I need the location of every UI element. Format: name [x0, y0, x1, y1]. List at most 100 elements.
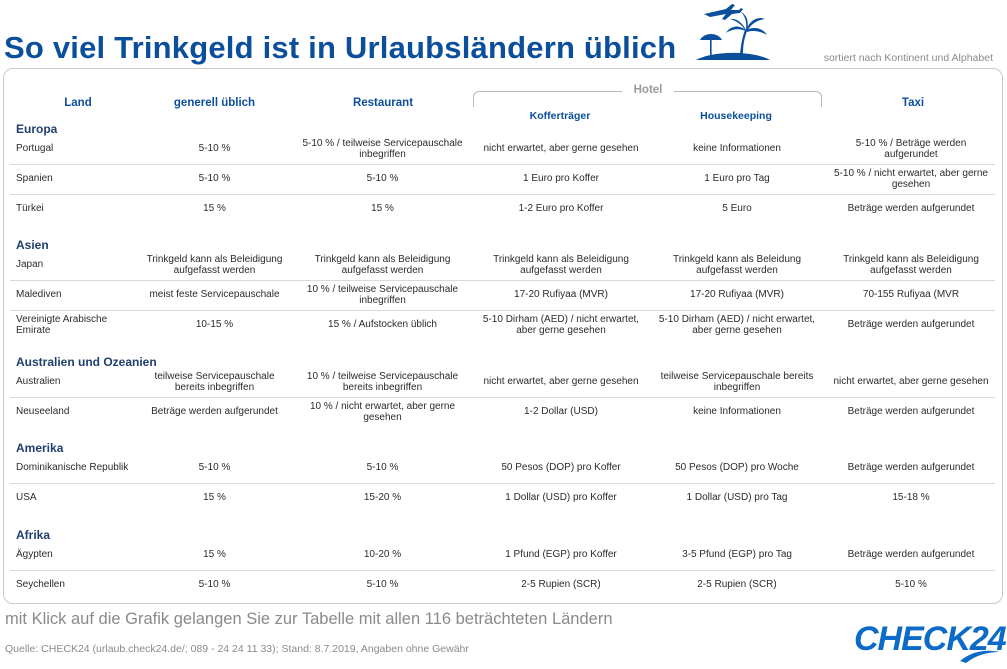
- table-row-agypten: Ägypten 15 % 10-20 % 1 Pfund (EGP) pro Koff…: [10, 540, 995, 571]
- table-cell: 1 Dollar (USD) pro Tag: [686, 492, 788, 504]
- table-cell: Beträge werden aufgerundet: [847, 203, 975, 215]
- table-cell: 5-10 %: [895, 579, 927, 591]
- table-cell: 5-10 %: [366, 462, 399, 474]
- column-header-restaurant: Restaurant: [352, 97, 414, 109]
- table-cell: 15-20 %: [363, 492, 402, 504]
- table-cell: 5-10 %: [366, 173, 399, 185]
- table-row-japan: Japan Trinkgeld kann als Beleidigung aufg…: [10, 250, 995, 281]
- table-cell: Beträge werden aufgerundet: [847, 406, 975, 418]
- table-cell: 1-2 Euro pro Koffer: [518, 203, 604, 215]
- table-cell: meist feste Servicepauschale: [149, 289, 280, 301]
- table-cell: 1 Euro pro Tag: [704, 173, 770, 185]
- brand-swoosh-icon: [960, 650, 1000, 663]
- table-cell: 5-10 % / Beträge werden aufgerundet: [855, 137, 967, 161]
- table-cell: 10 % / teilweise Servicepauschale inbegr…: [306, 283, 459, 307]
- table-cell: 70-155 Rufiyaa (MVR: [862, 289, 960, 301]
- table-cell: 5-10 %: [198, 173, 231, 185]
- table-cell: 5-10 %: [198, 579, 231, 591]
- hotel-group-label: Hotel: [622, 84, 674, 96]
- table-cell: keine Informationen: [693, 406, 781, 418]
- column-header-housekeeping: Housekeeping: [700, 110, 772, 122]
- table-cell: 15 %: [203, 203, 226, 215]
- table-cell: Beträge werden aufgerundet: [847, 549, 975, 561]
- table-cell: 15 %: [203, 549, 226, 561]
- column-header-generell: generell üblich: [173, 97, 256, 109]
- table-cell: 5-10 %: [198, 143, 231, 155]
- country-name: Dominikanische Republik: [16, 462, 129, 474]
- table-cell: 1 Pfund (EGP) pro Koffer: [505, 549, 617, 561]
- table-cell: 1 Dollar (USD) pro Koffer: [505, 492, 617, 504]
- table-cell: 15-18 %: [892, 492, 930, 504]
- country-name: USA: [16, 492, 37, 504]
- table-cell: teilweise Servicepauschale bereits inbeg…: [154, 370, 275, 394]
- table-cell: 15 % / Aufstocken üblich: [328, 319, 437, 331]
- table-cell: 15 %: [203, 492, 226, 504]
- table-cell: Beträge werden aufgerundet: [847, 462, 975, 474]
- continent-heading-amerika: Amerika: [16, 441, 64, 455]
- continent-heading-australien-und-ozeanien: Australien und Ozeanien: [16, 355, 157, 369]
- table-cell: 5-10 Dirham (AED) / nicht erwartet, aber…: [482, 313, 640, 337]
- country-name: Australien: [16, 376, 61, 388]
- table-cell: Trinkgeld kann als Beleidigung aufgefass…: [493, 253, 629, 277]
- table-row-turkei: Türkei 15 % 15 % 1-2 Euro pro Koffer 5 Euro B…: [10, 194, 995, 224]
- table-cell: 10 % / teilweise Servicepauschale bereit…: [306, 370, 459, 394]
- sort-note: sortiert nach Kontinent und Alphabet: [823, 52, 993, 64]
- table-cell: 2-5 Rupien (SCR): [697, 579, 777, 591]
- country-name: Ägypten: [16, 549, 53, 561]
- table-cell: 10 % / nicht erwartet, aber gerne gesehe…: [309, 400, 456, 424]
- continent-heading-europa: Europa: [16, 122, 58, 136]
- table-cell: 17-20 Rufiyaa (MVR): [514, 289, 608, 301]
- table-cell: 10-15 %: [195, 319, 234, 331]
- continent-heading-asien: Asien: [16, 238, 49, 252]
- table-cell: nicht erwartet, aber gerne gesehen: [483, 143, 639, 155]
- table-cell: 1-2 Dollar (USD): [524, 406, 598, 418]
- table-cell: keine Informationen: [693, 143, 781, 155]
- table-cell: Trinkgeld kann als Beleidigung aufgefass…: [843, 253, 979, 277]
- table-cell: Trinkgeld kann als Beleidigung aufgefass…: [314, 253, 451, 277]
- table-cell: 5 Euro: [722, 203, 752, 215]
- table-cell: 15 %: [371, 203, 394, 215]
- table-row-neuseeland: Neuseeland Beträge werden aufgerundet 10 %…: [10, 397, 995, 427]
- country-name: Japan: [16, 259, 44, 271]
- table-row-dominikanische-republik: Dominikanische Republik 5-10 % 5-10 % 50 Pe…: [10, 453, 995, 484]
- table-cell: 5-10 %: [198, 462, 231, 474]
- table-cell: 50 Pesos (DOP) pro Woche: [675, 462, 799, 474]
- table-cell: 17-20 Rufiyaa (MVR): [690, 289, 784, 301]
- column-header-taxi: Taxi: [901, 97, 925, 109]
- page-title: So viel Trinkgeld ist in Urlaubsländern …: [4, 30, 677, 65]
- table-cell: 50 Pesos (DOP) pro Koffer: [501, 462, 621, 474]
- table-link[interactable]: mit Klick auf die Grafik gelangen Sie zu…: [5, 610, 613, 628]
- country-name: Portugal: [16, 143, 54, 155]
- country-name: Malediven: [16, 289, 62, 301]
- continent-heading-afrika: Afrika: [16, 528, 51, 542]
- country-name: Neuseeland: [16, 406, 70, 418]
- table-cell: Trinkgeld kann als Beleidung aufgefasst …: [672, 253, 802, 277]
- country-name: Türkei: [16, 203, 44, 215]
- table-cell: nicht erwartet, aber gerne gesehen: [833, 376, 989, 388]
- table-cell: 1 Euro pro Koffer: [523, 173, 599, 185]
- source-note: Quelle: CHECK24 (urlaub.check24.de/; 089…: [5, 643, 469, 655]
- table-cell: 3-5 Pfund (EGP) pro Tag: [682, 549, 792, 561]
- country-name: Seychellen: [16, 579, 65, 591]
- table-frame: [3, 68, 1003, 604]
- table-row-seychellen: Seychellen 5-10 % 5-10 % 2-5 Rupien (SCR) 2-…: [10, 570, 995, 600]
- table-row-portugal: Portugal 5-10 % 5-10 % / teilweise Service…: [10, 134, 995, 165]
- table-cell: Beträge werden aufgerundet: [847, 319, 975, 331]
- plane-palm-island-icon: [696, 4, 770, 60]
- table-cell: 5-10 %: [366, 579, 399, 591]
- table-cell: 5-10 Dirham (AED) / nicht erwartet, aber…: [658, 313, 816, 337]
- table-cell: 5-10 % / teilweise Servicepauschale inbe…: [302, 137, 463, 161]
- table-cell: 10-20 %: [363, 549, 402, 561]
- column-header-land: Land: [64, 97, 92, 109]
- table-row-usa: USA 15 % 15-20 % 1 Dollar (USD) pro Koffer 1…: [10, 483, 995, 513]
- table-cell: nicht erwartet, aber gerne gesehen: [483, 376, 639, 388]
- column-header-koffertraeger: Kofferträger: [529, 110, 591, 122]
- table-row-vereinigte-arabische-emirate: Vereinigte Arabische Emirate 10-15 % 15 % …: [10, 310, 995, 340]
- country-name: Spanien: [16, 173, 53, 185]
- table-cell: Trinkgeld kann als Beleidigung aufgefass…: [146, 253, 283, 277]
- country-name: Vereinigte Arabische Emirate: [16, 313, 108, 337]
- table-row-spanien: Spanien 5-10 % 5-10 % 1 Euro pro Koffer 1 Eu…: [10, 164, 995, 195]
- table-row-malediven: Malediven meist feste Servicepauschale 10 …: [10, 280, 995, 311]
- table-cell: teilweise Servicepauschale bereits inbeg…: [660, 370, 814, 394]
- table-cell: Beträge werden aufgerundet: [151, 406, 278, 418]
